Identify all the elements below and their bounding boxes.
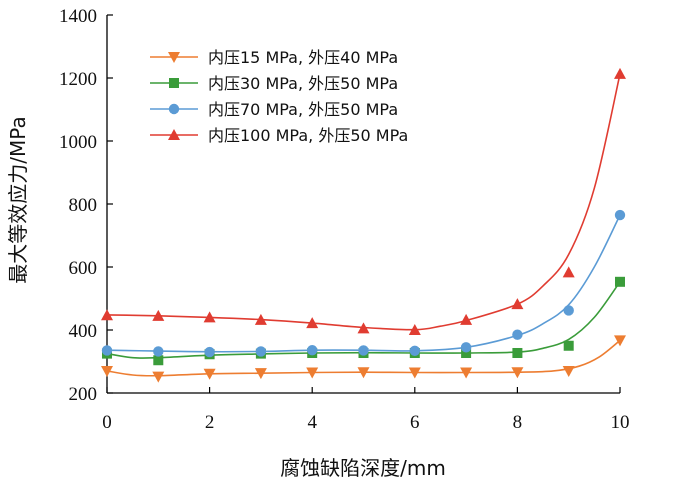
series-2-point [512,347,523,358]
series-line-4 [106,73,621,331]
series-4-point [460,313,473,325]
y-tick-label: 1000 [59,132,97,153]
series-4-point [152,309,165,321]
series-1-point [614,335,626,347]
series-4-point [203,311,216,323]
legend-label: 内压30 MPa, 外压50 MPa [208,74,398,93]
legend-label: 内压15 MPa, 外压40 MPa [208,48,398,67]
series-3-point [307,344,318,356]
series-3-point [563,305,574,316]
series-4-point [101,309,113,321]
series-1-point [357,367,370,379]
series-1-point [562,365,575,377]
y-axis-title: 最大等效应力/MPa [6,116,30,283]
series-3-point [460,342,472,353]
series-3-point [614,209,626,221]
x-tick-label: 4 [307,412,317,433]
legend-marker [169,78,179,88]
y-tick-label: 400 [69,321,98,342]
legend-label: 内压100 MPa, 外压50 MPa [208,126,408,145]
y-tick-label: 1200 [59,69,97,90]
series-1-point [101,365,113,377]
series-2-point [153,355,164,366]
x-axis-title: 腐蚀缺陷深度/mm [280,456,446,480]
series-4-point [614,67,626,79]
legend-marker [168,129,180,140]
series-1-point [152,371,165,383]
axes: 200 400 600 800 1000 1200 1400 0 2 4 6 8 10 [59,6,630,433]
series-3-point [153,346,164,357]
series-4-point [357,322,370,334]
markers [101,67,626,383]
series-1-point [408,367,421,379]
legend: 内压15 MPa, 外压40 MPa 内压30 MPa, 外压50 MPa 内压70… [150,48,408,145]
y-tick-label: 200 [69,384,98,405]
series-4-point [306,317,319,329]
legend-label: 内压70 MPa, 外压50 MPa [208,100,398,119]
series-1-point [203,368,216,380]
series-1-point [306,367,319,379]
x-tick-label: 8 [513,412,523,433]
legend-marker [168,103,180,115]
series-2-point [563,340,574,351]
legend-marker [168,52,180,63]
x-tick-label: 0 [102,412,112,433]
series-2-point [615,276,625,287]
series-1-point [460,367,473,379]
series-4-point [511,298,524,310]
series-3-point [358,345,369,356]
series-4-point [408,324,421,335]
x-tick-label: 2 [205,412,215,433]
series-1-point [254,368,267,380]
series-2-point [461,347,472,358]
series-3-point [101,345,113,356]
x-tick-label: 6 [410,412,420,433]
x-tick-label: 10 [611,412,630,433]
y-tick-label: 600 [69,258,98,279]
y-tick-label: 800 [69,195,98,216]
series-4-point [254,313,267,325]
series-3-point [512,329,523,340]
series-3-point [255,346,267,357]
series-4-point [562,266,575,278]
series-1-point [511,367,524,379]
y-tick-label: 1400 [59,6,97,27]
series-3-point [204,346,215,358]
series-3-point [409,345,420,356]
